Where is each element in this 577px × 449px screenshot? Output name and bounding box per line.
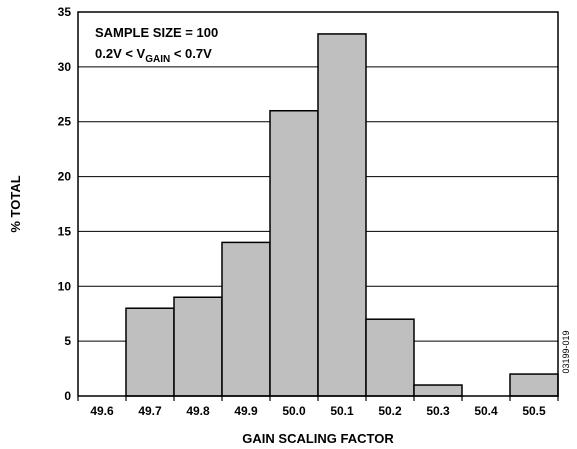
bar-50.2 <box>365 318 415 397</box>
bar-50.0 <box>269 109 319 397</box>
y-tick-label: 5 <box>64 334 71 348</box>
y-tick-label: 0 <box>64 389 71 403</box>
y-tick-label: 20 <box>58 170 72 184</box>
bar-50.3 <box>413 384 463 397</box>
y-tick-label: 15 <box>58 224 72 238</box>
annotation-vgain-range: 0.2V < VGAIN < 0.7V <box>95 46 212 65</box>
x-tick-label: 49.8 <box>186 404 210 418</box>
bar-49.8 <box>173 296 223 397</box>
annotation-vgain-pre: 0.2V < V <box>95 46 146 61</box>
x-tick-label: 50.3 <box>426 404 450 418</box>
x-tick-label: 50.1 <box>330 404 354 418</box>
annotation-vgain-sub: GAIN <box>145 54 170 65</box>
annotation-vgain-post: < 0.7V <box>170 46 212 61</box>
x-tick-label: 49.6 <box>90 404 114 418</box>
x-axis-label: GAIN SCALING FACTOR <box>242 431 394 446</box>
y-tick-label: 30 <box>58 60 72 74</box>
y-tick-label: 35 <box>58 5 72 19</box>
bar-49.7 <box>125 307 175 397</box>
x-tick-label: 50.0 <box>282 404 306 418</box>
y-tick-label: 10 <box>58 279 72 293</box>
x-tick-label: 50.4 <box>474 404 498 418</box>
x-tick-label: 50.2 <box>378 404 402 418</box>
y-ticks: 0 5 10 15 20 25 30 35 <box>58 5 72 403</box>
bar-49.9 <box>221 241 271 397</box>
annotation-sample-size: SAMPLE SIZE = 100 <box>95 25 218 40</box>
bar-50.5 <box>509 373 559 397</box>
figure-id: 03199-019 <box>561 330 571 373</box>
bar-50.1 <box>317 33 367 397</box>
bars <box>125 33 559 397</box>
x-tick-label: 50.5 <box>522 404 546 418</box>
x-tick-label: 49.7 <box>138 404 162 418</box>
y-axis-label: % TOTAL <box>8 175 23 232</box>
x-tick-label: 49.9 <box>234 404 258 418</box>
y-tick-label: 25 <box>58 115 72 129</box>
x-ticks: 49.6 49.7 49.8 49.9 50.0 50.1 50.2 50.3 50.4 50.5 <box>77 396 559 418</box>
